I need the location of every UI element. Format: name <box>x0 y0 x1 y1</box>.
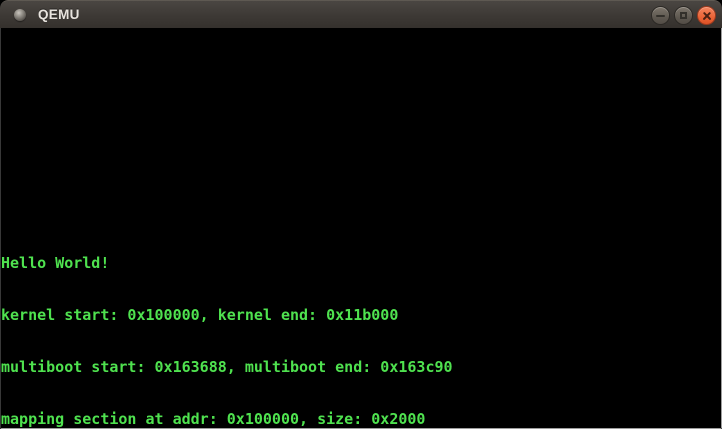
console-line: mapping section at addr: 0x100000, size:… <box>1 410 426 428</box>
minimize-icon <box>656 15 665 17</box>
terminal-screen[interactable]: Hello World! kernel start: 0x100000, ker… <box>0 28 722 429</box>
console-line: Hello World! <box>1 254 110 272</box>
maximize-icon <box>680 12 687 19</box>
close-icon <box>698 7 715 24</box>
console-line: kernel start: 0x100000, kernel end: 0x11… <box>1 306 399 324</box>
window-title: QEMU <box>38 7 80 22</box>
minimize-button[interactable] <box>651 6 670 25</box>
window-icon <box>14 9 26 21</box>
title-bar[interactable]: QEMU <box>0 0 722 28</box>
maximize-button[interactable] <box>674 6 693 25</box>
close-button[interactable] <box>697 6 716 25</box>
window-controls <box>651 6 716 25</box>
console-line: multiboot start: 0x163688, multiboot end… <box>1 358 453 376</box>
console-output: Hello World! kernel start: 0x100000, ker… <box>1 219 721 429</box>
